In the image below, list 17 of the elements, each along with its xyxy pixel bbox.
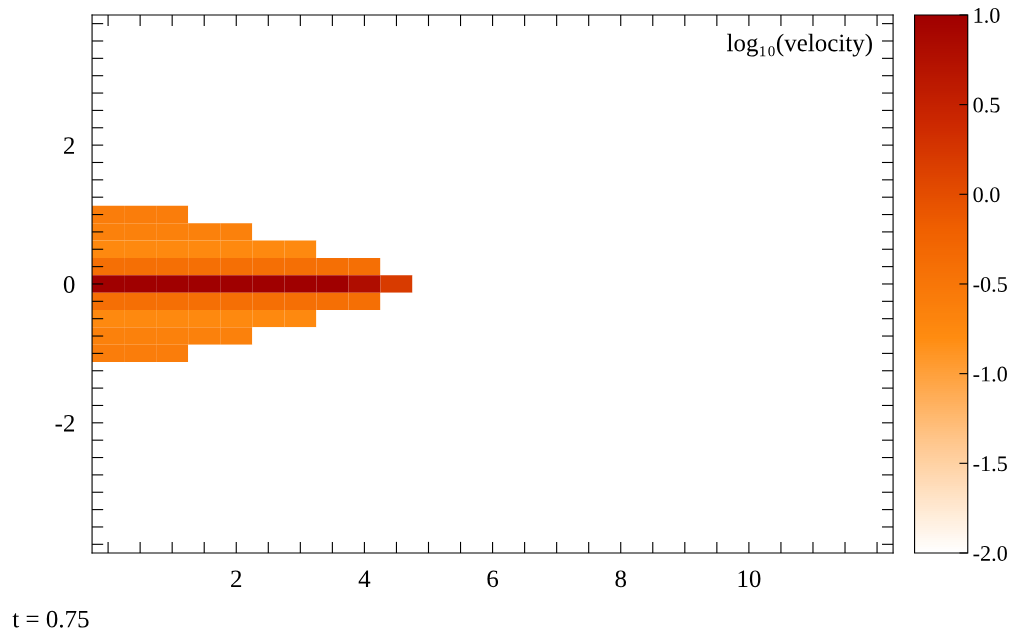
y-tick-label: -2 <box>55 414 75 432</box>
y-tick-label: 2 <box>64 137 75 154</box>
text: t = 0.75 <box>12 610 89 628</box>
x-tick-label: 2 <box>231 570 242 587</box>
color-bar-label: -2.0 <box>973 545 1007 562</box>
color-bar-label: -1.0 <box>973 366 1007 382</box>
x-tick-label: 8 <box>615 570 627 588</box>
x-tick-label: 10 <box>738 570 761 588</box>
color-bar-label: -0.5 <box>973 276 1007 292</box>
color-bar-label: 1.0 <box>974 7 1000 23</box>
x-tick-label: 6 <box>487 570 499 588</box>
y-tick-label: 0 <box>63 276 75 293</box>
text: log₁₀(velocity) <box>727 33 872 57</box>
x-tick-label: 4 <box>358 570 371 587</box>
color-bar-label: 0.0 <box>973 187 1000 203</box>
color-bar-label: -1.5 <box>973 456 1007 472</box>
color-bar-label: 0.5 <box>973 97 1000 113</box>
